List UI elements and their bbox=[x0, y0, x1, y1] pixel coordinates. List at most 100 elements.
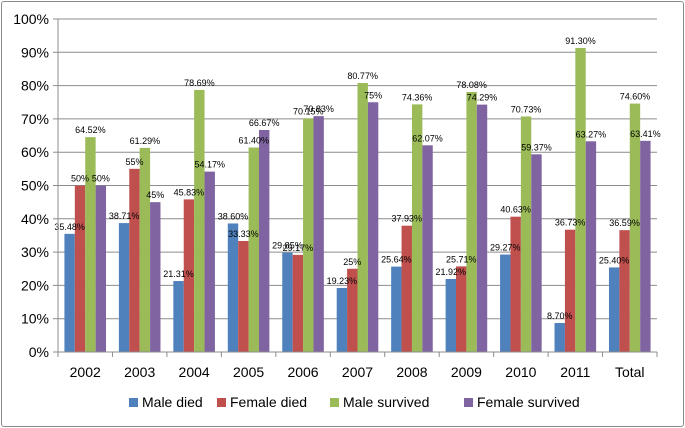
bar bbox=[456, 266, 467, 352]
bar bbox=[282, 252, 293, 352]
bars bbox=[64, 47, 651, 353]
x-tick-label: 2009 bbox=[451, 364, 482, 380]
bar bbox=[150, 202, 161, 352]
data-label: 74.60% bbox=[620, 92, 651, 102]
data-label: 8.70% bbox=[547, 311, 573, 321]
x-tick-label: 2006 bbox=[287, 364, 318, 380]
bar bbox=[608, 267, 620, 352]
bar bbox=[347, 268, 358, 352]
bar bbox=[183, 199, 195, 352]
bar bbox=[554, 323, 565, 352]
data-label: 29.27% bbox=[490, 243, 521, 253]
data-label: 45% bbox=[146, 190, 164, 200]
data-label: 19.23% bbox=[327, 276, 358, 286]
axes bbox=[57, 19, 658, 357]
data-label: 64.52% bbox=[75, 125, 106, 135]
data-label: 25.71% bbox=[446, 254, 477, 264]
data-label: 80.77% bbox=[347, 71, 378, 81]
bar bbox=[520, 116, 532, 352]
data-label: 63.41% bbox=[630, 129, 661, 139]
y-tick-label: 0% bbox=[29, 344, 49, 360]
data-label: 75% bbox=[364, 90, 382, 100]
y-tick-label: 20% bbox=[21, 277, 49, 293]
bar bbox=[303, 118, 314, 352]
y-tick-label: 60% bbox=[21, 144, 49, 160]
data-label: 91.30% bbox=[565, 36, 596, 46]
bar bbox=[118, 223, 130, 352]
legend-swatch bbox=[464, 398, 473, 407]
bar bbox=[238, 241, 249, 352]
x-axis-category-labels: 2002 2003 2004 2005 2006 2007 2008 2009 2010 2011… bbox=[70, 364, 645, 380]
data-label: 36.59% bbox=[609, 218, 640, 228]
data-label: 50% bbox=[71, 174, 89, 184]
bar bbox=[64, 233, 75, 352]
bar bbox=[422, 145, 433, 352]
data-label: 61.40% bbox=[239, 136, 270, 146]
bar bbox=[640, 140, 651, 352]
x-tick-label: 2003 bbox=[124, 364, 155, 380]
data-label: 55% bbox=[125, 157, 143, 167]
data-label: 45.83% bbox=[174, 187, 205, 197]
data-labels: 35.48% 50% 64.52% 50% 38.71% 55% 61.29% 45% 21.3… bbox=[54, 36, 660, 321]
data-label: 74.29% bbox=[467, 93, 498, 103]
bar bbox=[313, 116, 324, 352]
data-label: 70.83% bbox=[303, 104, 334, 114]
data-label: 35.48% bbox=[54, 222, 85, 232]
legend: Male died Female died Male survived Female … bbox=[129, 394, 580, 410]
y-axis-tick-labels: 0% 10% 20% 30% 40% 50% 60% 70% 80% 90% 100% bbox=[13, 11, 49, 360]
x-tick-label: Total bbox=[615, 364, 645, 380]
x-tick-label: 2010 bbox=[505, 364, 536, 380]
data-label: 62.07% bbox=[412, 133, 443, 143]
bar bbox=[575, 47, 586, 352]
data-label: 25.40% bbox=[599, 255, 630, 265]
data-label: 40.63% bbox=[500, 205, 531, 215]
bar bbox=[564, 229, 576, 352]
x-tick-label: 2007 bbox=[342, 364, 373, 380]
data-label: 29.17% bbox=[283, 243, 314, 253]
data-label: 36.73% bbox=[555, 218, 586, 228]
bar bbox=[401, 225, 412, 352]
bar bbox=[336, 287, 348, 352]
data-label: 54.17% bbox=[194, 160, 225, 170]
data-label: 29.85% bbox=[272, 241, 303, 251]
bar bbox=[258, 129, 270, 352]
bar bbox=[357, 83, 368, 353]
data-label: 25.64% bbox=[381, 255, 412, 265]
bar bbox=[476, 104, 488, 352]
bar bbox=[139, 147, 151, 352]
bar bbox=[173, 281, 184, 352]
data-label: 74.36% bbox=[402, 92, 433, 102]
data-label: 63.27% bbox=[576, 129, 607, 139]
data-label: 78.08% bbox=[456, 80, 487, 90]
bar bbox=[367, 102, 379, 352]
x-tick-label: 2002 bbox=[70, 364, 101, 380]
x-tick-label: 2004 bbox=[179, 364, 210, 380]
bar bbox=[619, 230, 630, 352]
bar bbox=[204, 171, 215, 352]
data-label: 61.29% bbox=[130, 136, 161, 146]
data-label: 33.33% bbox=[228, 229, 259, 239]
legend-label: Female died bbox=[230, 394, 307, 410]
y-tick-label: 70% bbox=[21, 111, 49, 127]
data-label: 25% bbox=[343, 257, 361, 267]
y-tick-label: 90% bbox=[21, 44, 49, 60]
y-tick-label: 40% bbox=[21, 211, 49, 227]
y-tick-label: 50% bbox=[21, 178, 49, 194]
data-label: 21.31% bbox=[163, 269, 194, 279]
bar bbox=[129, 168, 140, 352]
y-tick-label: 100% bbox=[13, 11, 49, 27]
bar bbox=[85, 137, 96, 352]
data-label: 50% bbox=[92, 174, 110, 184]
y-tick-label: 80% bbox=[21, 78, 49, 94]
x-tick-label: 2011 bbox=[560, 364, 590, 380]
bar bbox=[248, 147, 259, 352]
bar bbox=[500, 254, 511, 352]
bar bbox=[194, 89, 205, 352]
x-tick-label: 2005 bbox=[233, 364, 264, 380]
x-tick-label: 2008 bbox=[396, 364, 427, 380]
bar bbox=[411, 104, 423, 353]
bar bbox=[391, 266, 402, 352]
legend-swatch bbox=[129, 398, 138, 407]
legend-label: Male survived bbox=[343, 394, 429, 410]
